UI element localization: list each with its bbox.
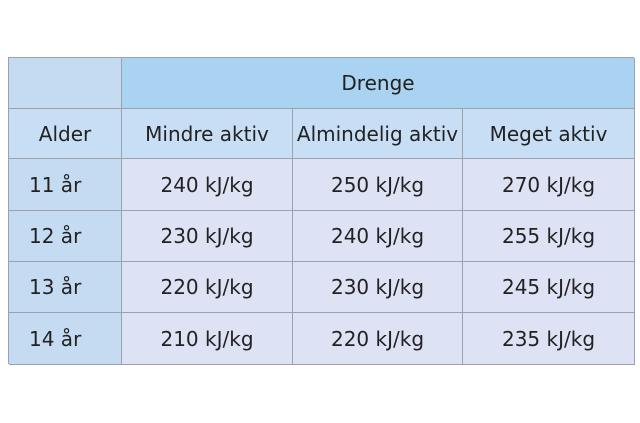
group-header: Drenge: [122, 58, 635, 109]
column-header: Alder: [9, 109, 122, 159]
table-cell: 235 kJ/kg: [463, 313, 635, 365]
corner-cell: [9, 58, 122, 109]
table-cell: 240 kJ/kg: [293, 211, 463, 262]
column-header: Meget aktiv: [463, 109, 635, 159]
table-cell: 255 kJ/kg: [463, 211, 635, 262]
column-header: Mindre aktiv: [122, 109, 293, 159]
column-header: Almindelig aktiv: [293, 109, 463, 159]
table: Drenge Alder Mindre aktiv Almindelig aktiv M…: [8, 57, 635, 365]
row-label: 14 år: [9, 313, 122, 365]
table-cell: 240 kJ/kg: [122, 159, 293, 211]
table-cell: 250 kJ/kg: [293, 159, 463, 211]
table-cell: 270 kJ/kg: [463, 159, 635, 211]
table-cell: 210 kJ/kg: [122, 313, 293, 365]
row-label: 13 år: [9, 262, 122, 313]
table-cell: 245 kJ/kg: [463, 262, 635, 313]
row-label: 12 år: [9, 211, 122, 262]
table-cell: 230 kJ/kg: [293, 262, 463, 313]
table-cell: 220 kJ/kg: [293, 313, 463, 365]
table-cell: 220 kJ/kg: [122, 262, 293, 313]
table-cell: 230 kJ/kg: [122, 211, 293, 262]
row-label: 11 år: [9, 159, 122, 211]
